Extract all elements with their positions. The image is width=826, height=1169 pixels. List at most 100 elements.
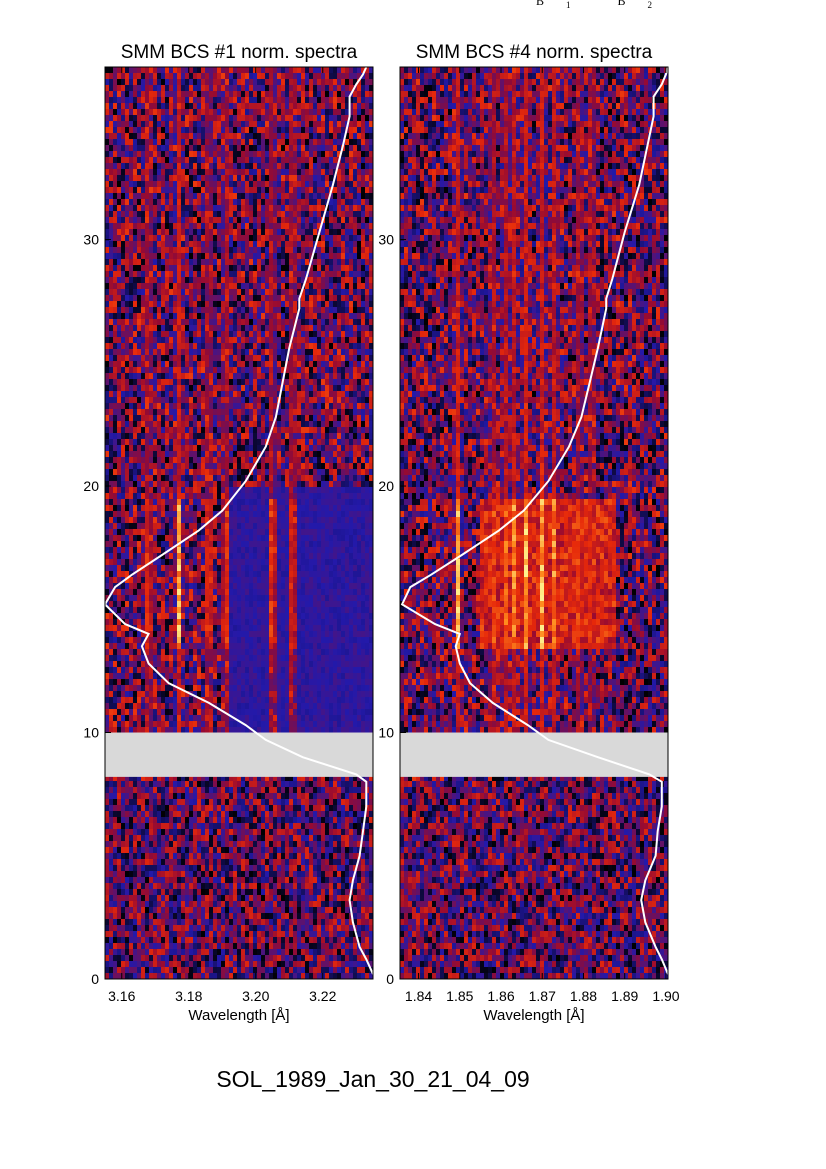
heatmap-cell xyxy=(173,193,177,199)
heatmap-cell xyxy=(133,505,137,511)
heatmap-cell xyxy=(185,499,189,505)
heatmap-cell xyxy=(277,451,281,457)
heatmap-cell xyxy=(289,199,293,205)
heatmap-cell xyxy=(285,463,289,469)
heatmap-cell xyxy=(201,73,205,79)
heatmap-cell xyxy=(217,493,221,499)
heatmap-cell xyxy=(181,271,185,277)
heatmap-cell xyxy=(185,277,189,283)
heatmap-cell xyxy=(265,109,269,115)
heatmap-cell xyxy=(277,367,281,373)
heatmap-cell xyxy=(325,337,329,343)
heatmap-cell xyxy=(109,331,113,337)
heatmap-cell xyxy=(113,235,117,241)
heatmap-cell xyxy=(225,247,229,253)
heatmap-cell xyxy=(181,277,185,283)
heatmap-cell xyxy=(197,403,201,409)
heatmap-cell xyxy=(181,73,185,79)
heatmap-cell xyxy=(273,319,277,325)
heatmap-cell xyxy=(209,181,213,187)
heatmap-cell xyxy=(353,175,357,181)
heatmap-cell xyxy=(109,373,113,379)
heatmap-cell xyxy=(157,385,161,391)
heatmap-cell xyxy=(229,253,233,259)
heatmap-cell xyxy=(273,325,277,331)
heatmap-cell xyxy=(129,91,133,97)
heatmap-cell xyxy=(241,385,245,391)
heatmap-cell xyxy=(121,505,125,511)
heatmap-cell xyxy=(369,409,373,415)
heatmap-cell xyxy=(249,481,253,487)
heatmap-cell xyxy=(117,193,121,199)
heatmap-cell xyxy=(321,247,325,253)
heatmap-cell xyxy=(349,139,353,145)
heatmap-cell xyxy=(189,433,193,439)
heatmap-cell xyxy=(253,271,257,277)
heatmap-cell xyxy=(113,133,117,139)
heatmap-cell xyxy=(189,241,193,247)
heatmap-cell xyxy=(153,109,157,115)
heatmap-cell xyxy=(269,463,273,469)
heatmap-cell xyxy=(205,241,209,247)
heatmap-cell xyxy=(149,361,153,367)
heatmap-cell xyxy=(185,115,189,121)
heatmap-cell xyxy=(129,439,133,445)
heatmap-cell xyxy=(361,175,365,181)
heatmap-cell xyxy=(365,235,369,241)
heatmap-cell xyxy=(197,73,201,79)
heatmap-cell xyxy=(265,73,269,79)
heatmap-cell xyxy=(189,385,193,391)
heatmap-cell xyxy=(253,85,257,91)
heatmap-cell xyxy=(173,211,177,217)
heatmap-cell xyxy=(277,259,281,265)
heatmap-cell xyxy=(197,409,201,415)
heatmap-cell xyxy=(261,79,265,85)
heatmap-cell xyxy=(269,223,273,229)
heatmap-cell xyxy=(173,223,177,229)
heatmap-cell xyxy=(237,235,241,241)
heatmap-cell xyxy=(197,259,201,265)
heatmap-cell xyxy=(213,103,217,109)
heatmap-cell xyxy=(201,415,205,421)
heatmap-cell xyxy=(285,367,289,373)
heatmap-cell xyxy=(301,145,305,151)
heatmap-cell xyxy=(361,157,365,163)
heatmap-cell xyxy=(169,235,173,241)
heatmap-cell xyxy=(157,205,161,211)
heatmap-cell xyxy=(305,451,309,457)
heatmap-cell xyxy=(213,349,217,355)
heatmap-cell xyxy=(261,199,265,205)
heatmap-cell xyxy=(133,199,137,205)
heatmap-cell xyxy=(313,175,317,181)
heatmap-cell xyxy=(273,385,277,391)
heatmap-cell xyxy=(213,151,217,157)
heatmap-cell xyxy=(349,127,353,133)
heatmap-cell xyxy=(213,355,217,361)
heatmap-cell xyxy=(325,349,329,355)
heatmap-cell xyxy=(281,187,285,193)
heatmap-cell xyxy=(293,283,297,289)
heatmap-cell xyxy=(185,121,189,127)
heatmap-cell xyxy=(317,451,321,457)
heatmap-cell xyxy=(133,361,137,367)
heatmap-cell xyxy=(337,493,341,499)
heatmap-cell xyxy=(157,289,161,295)
heatmap-cell xyxy=(113,295,117,301)
heatmap-cell xyxy=(317,325,321,331)
heatmap-cell xyxy=(177,85,181,91)
heatmap-cell xyxy=(285,265,289,271)
heatmap-cell xyxy=(305,379,309,385)
heatmap-cell xyxy=(261,85,265,91)
heatmap-cell xyxy=(245,85,249,91)
heatmap-cell xyxy=(325,175,329,181)
heatmap-cell xyxy=(269,487,273,493)
heatmap-cell xyxy=(117,115,121,121)
heatmap-cell xyxy=(173,217,177,223)
heatmap-cell xyxy=(201,79,205,85)
heatmap-cell xyxy=(205,397,209,403)
heatmap-cell xyxy=(277,415,281,421)
heatmap-cell xyxy=(249,241,253,247)
heatmap-cell xyxy=(213,163,217,169)
heatmap-cell xyxy=(169,265,173,271)
heatmap-cell xyxy=(105,355,109,361)
